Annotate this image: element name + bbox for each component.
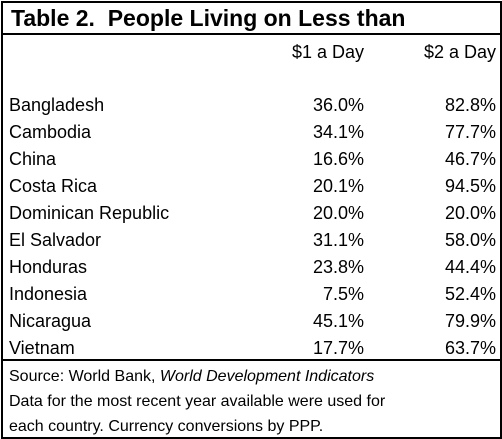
value-2-dollar: 44.4% xyxy=(444,257,496,277)
value-1-dollar: 31.1% xyxy=(312,230,364,250)
table-row: Indonesia 7.5% 52.4% xyxy=(3,281,500,308)
table-row: Honduras 23.8% 44.4% xyxy=(3,254,500,281)
country-name: Indonesia xyxy=(9,284,88,304)
country-name: China xyxy=(9,149,57,169)
title-bar: Table 2. People Living on Less than xyxy=(3,3,500,35)
country-name: Honduras xyxy=(9,257,88,277)
currency-note: each country. Currency conversions by PP… xyxy=(9,418,324,435)
table-row: Cambodia 34.1% 77.7% xyxy=(3,119,500,146)
table-title: Table 2. People Living on Less than xyxy=(11,5,406,31)
table-row: Dominican Republic 20.0% 20.0% xyxy=(3,200,500,227)
country-name: Vietnam xyxy=(9,338,75,358)
table-row: Nicaragua 45.1% 79.9% xyxy=(3,308,500,335)
column-header-2-dollar: $2 a Day xyxy=(423,42,496,62)
source-prefix: Source: World Bank, xyxy=(9,368,160,385)
table-row: Vietnam 17.7% 63.7% xyxy=(3,335,500,362)
value-1-dollar: 17.7% xyxy=(312,338,364,358)
country-name: Dominican Republic xyxy=(9,203,170,223)
country-name: Costa Rica xyxy=(9,176,98,196)
source-note: Source: World Bank, World Development In… xyxy=(3,364,500,389)
value-2-dollar: 94.5% xyxy=(444,176,496,196)
value-1-dollar: 23.8% xyxy=(312,257,364,277)
value-2-dollar: 46.7% xyxy=(444,149,496,169)
value-2-dollar: 77.7% xyxy=(444,122,496,142)
value-1-dollar: 7.5% xyxy=(322,284,364,304)
table-row: El Salvador 31.1% 58.0% xyxy=(3,227,500,254)
value-1-dollar: 16.6% xyxy=(312,149,364,169)
value-1-dollar: 20.1% xyxy=(312,176,364,196)
value-2-dollar: 52.4% xyxy=(444,284,496,304)
value-2-dollar: 58.0% xyxy=(444,230,496,250)
country-name: Cambodia xyxy=(9,122,92,142)
value-1-dollar: 34.1% xyxy=(312,122,364,142)
value-2-dollar: 79.9% xyxy=(444,311,496,331)
country-name: Nicaragua xyxy=(9,311,92,331)
source-title: World Development Indicators xyxy=(159,368,375,385)
table-row: China 16.6% 46.7% xyxy=(3,146,500,173)
column-header-1-dollar: $1 a Day xyxy=(291,42,364,62)
value-1-dollar: 36.0% xyxy=(312,95,364,115)
country-name: El Salvador xyxy=(9,230,102,250)
table-row: Bangladesh 36.0% 82.8% xyxy=(3,92,500,119)
value-1-dollar: 20.0% xyxy=(312,203,364,223)
value-2-dollar: 82.8% xyxy=(444,95,496,115)
table-body: Bangladesh 36.0% 82.8% Cambodia 34.1% 77… xyxy=(3,92,500,362)
value-2-dollar: 20.0% xyxy=(444,203,496,223)
value-1-dollar: 45.1% xyxy=(312,311,364,331)
table-row: Costa Rica 20.1% 94.5% xyxy=(3,173,500,200)
data-note: Data for the most recent year available … xyxy=(9,393,386,410)
value-2-dollar: 63.7% xyxy=(444,338,496,358)
country-name: Bangladesh xyxy=(9,95,105,115)
table-notes: Source: World Bank, World Development In… xyxy=(3,359,500,439)
